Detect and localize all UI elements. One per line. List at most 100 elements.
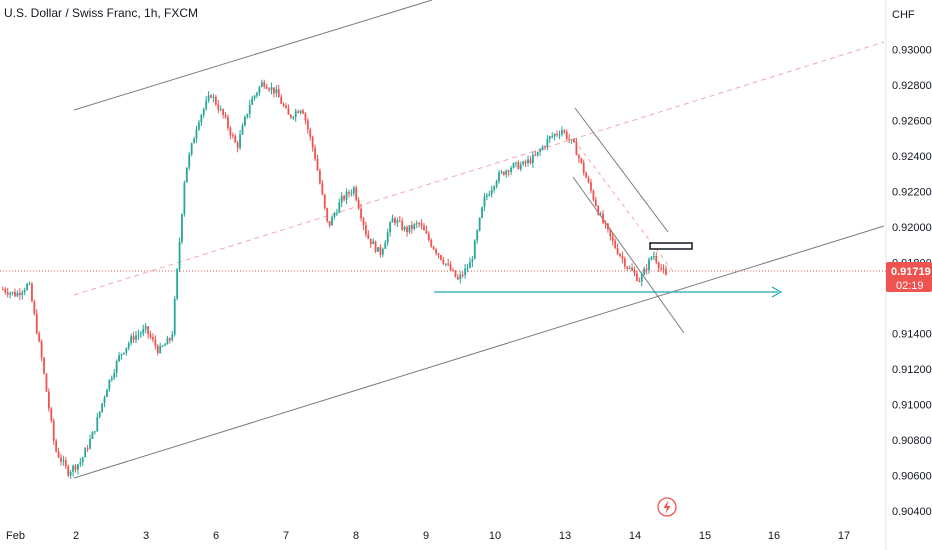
candle [335, 212, 338, 214]
candle [123, 352, 125, 354]
candle [394, 218, 396, 224]
candle [316, 158, 319, 171]
candle [47, 391, 50, 409]
candle [306, 120, 309, 130]
lightning-alert-icon[interactable] [657, 497, 677, 517]
candle [246, 113, 249, 118]
candle [517, 162, 520, 170]
candle [200, 114, 203, 123]
candle [558, 134, 561, 136]
candle [493, 186, 496, 190]
candle [488, 194, 491, 196]
candle [110, 377, 113, 380]
candle [406, 227, 408, 233]
candle [456, 277, 459, 280]
candle [101, 403, 104, 412]
channel-upper-line [73, 0, 433, 111]
candle [168, 338, 171, 341]
candle [282, 103, 285, 106]
candle [263, 82, 266, 87]
candle [52, 420, 55, 441]
candle [420, 223, 423, 226]
candle [33, 301, 36, 314]
candle [207, 95, 210, 101]
candle [461, 274, 464, 276]
candle [607, 223, 609, 230]
candle [437, 253, 440, 256]
y-tick-label: 0.92400 [892, 151, 932, 163]
candle [372, 241, 375, 245]
candle [103, 397, 106, 404]
candle [444, 263, 447, 265]
candle [539, 149, 542, 152]
candle [440, 255, 442, 260]
candle [657, 262, 660, 268]
candle [636, 273, 638, 281]
candle [142, 329, 145, 334]
candle [67, 466, 70, 476]
y-tick-label: 0.91400 [892, 329, 932, 341]
candle [410, 225, 413, 229]
candle [185, 167, 188, 183]
candle [483, 196, 486, 208]
candle [512, 163, 515, 168]
candle [459, 274, 462, 280]
candle [289, 114, 292, 118]
candle [319, 170, 321, 184]
y-tick-label: 0.92600 [892, 116, 932, 128]
candle [573, 139, 575, 143]
candle [292, 117, 295, 119]
candle [81, 457, 84, 463]
candle [198, 122, 200, 130]
candle [229, 127, 232, 136]
candle [2, 289, 4, 291]
candle [6, 292, 9, 295]
candle [631, 267, 633, 271]
candle [244, 117, 246, 126]
candle [270, 87, 273, 91]
candle [427, 233, 430, 241]
candle [89, 438, 91, 449]
candle [389, 222, 391, 233]
candle [619, 253, 621, 256]
candle [379, 247, 382, 255]
candle [137, 334, 140, 336]
candle [471, 259, 474, 263]
candle [11, 291, 14, 293]
y-tick-label: 0.92800 [892, 80, 932, 92]
candle [432, 246, 435, 250]
candle [4, 289, 7, 293]
candle [568, 138, 571, 140]
candle [396, 220, 399, 224]
candle [241, 125, 244, 135]
candle [156, 345, 159, 354]
candle [275, 89, 278, 94]
candle [256, 92, 258, 96]
candle [374, 241, 377, 252]
y-tick-label: 0.92200 [892, 187, 932, 199]
candle [350, 193, 353, 195]
y-axis-ticks: 0.93000 0.92800 0.92600 0.92400 0.92200 0.920… [892, 45, 932, 518]
candle [469, 262, 471, 269]
descending-channel-mid [573, 139, 673, 271]
candle [628, 267, 631, 269]
candle [144, 326, 147, 330]
candle [91, 431, 94, 439]
candle [638, 280, 641, 282]
highlight-box[interactable] [649, 242, 693, 250]
candle [323, 194, 326, 208]
candle [127, 343, 130, 348]
candle [176, 268, 179, 299]
candle [28, 283, 31, 285]
candle [152, 337, 154, 340]
candle [45, 373, 48, 392]
candle [391, 218, 394, 223]
candle [626, 266, 629, 269]
y-tick-label: 0.90400 [892, 506, 932, 518]
candle [147, 326, 149, 335]
channel-midline-dashed [73, 41, 885, 296]
candle [285, 105, 287, 109]
y-tick-label: 0.91000 [892, 400, 932, 412]
candle [159, 346, 162, 354]
